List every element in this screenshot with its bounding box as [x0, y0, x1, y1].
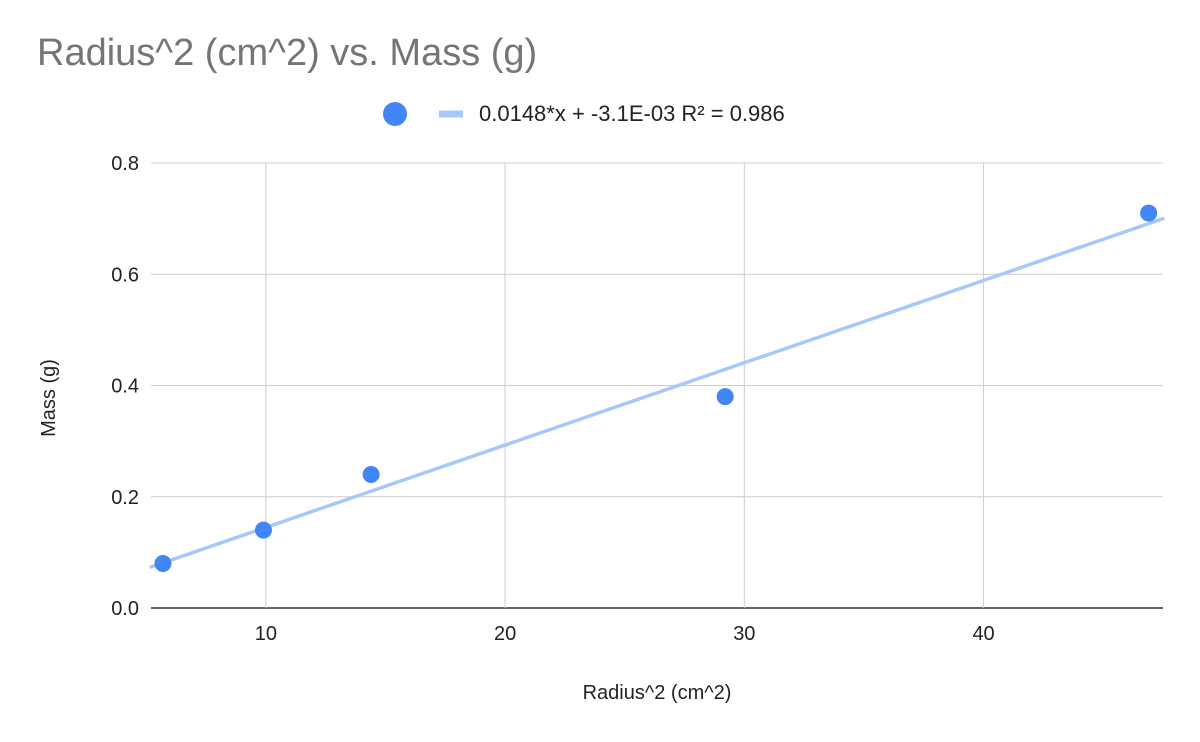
x-tick-label: 20 — [494, 623, 516, 645]
data-point — [254, 521, 272, 539]
legend: 0.0148*x + -3.1E-03 R² = 0.986 — [383, 101, 785, 126]
data-point — [154, 555, 172, 572]
x-tick-label: 10 — [255, 623, 277, 645]
legend-series-marker — [383, 102, 407, 126]
grid-lines — [151, 162, 1163, 609]
chart-title: Radius^2 (cm^2) vs. Mass (g) — [37, 32, 538, 74]
data-points — [154, 204, 1158, 572]
y-tick-label: 0.6 — [111, 264, 139, 286]
y-axis-title: Mass (g) — [38, 359, 60, 437]
y-tick-label: 0.8 — [111, 153, 139, 175]
x-tick-label: 30 — [733, 623, 755, 645]
trendline-layer — [149, 216, 1165, 569]
data-point — [1140, 204, 1158, 222]
data-point — [716, 388, 734, 406]
tick-labels: 0.0 0.2 0.4 0.6 0.8 10 20 30 40 — [111, 153, 995, 645]
y-tick-label: 0.4 — [111, 376, 139, 398]
x-tick-label: 40 — [972, 623, 994, 645]
x-axis-title: Radius^2 (cm^2) — [583, 682, 732, 704]
data-point — [362, 466, 380, 483]
legend-trendline-label: 0.0148*x + -3.1E-03 R² = 0.986 — [479, 101, 785, 126]
y-tick-label: 0.2 — [111, 487, 139, 509]
y-tick-label: 0.0 — [111, 598, 139, 620]
trendline — [149, 216, 1165, 569]
